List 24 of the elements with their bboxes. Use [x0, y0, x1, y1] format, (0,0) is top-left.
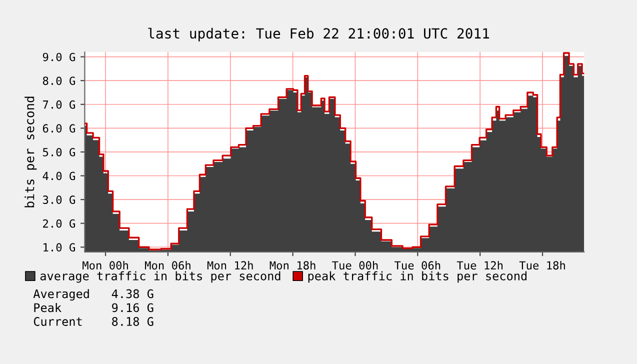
x-tick-label: Mon 06h — [145, 260, 190, 270]
text: Current 8.18 G — [34, 317, 154, 326]
y-tick-label: 4.0 G — [42, 172, 75, 180]
text: Peak 9.16 G — [34, 302, 154, 312]
y-tick-label: 1.0 G — [44, 243, 75, 252]
y-tick-label: 7.0 G — [43, 100, 75, 109]
y-tick-label: 8.0 G — [42, 76, 75, 86]
text: Averaged 4.38 G — [33, 289, 154, 301]
y-axis-title: bits per second — [24, 96, 37, 208]
x-tick-label: Tue 18h — [519, 260, 565, 270]
y-tick-label: 6.0 G — [42, 124, 75, 133]
legend-label: peak traffic in bits per second — [308, 271, 526, 283]
x-tick-label: Tue 06h — [394, 260, 440, 270]
x-tick-label: Mon 12h — [207, 260, 253, 270]
y-tick-label: 5.0 G — [43, 148, 75, 156]
y-tick-label: 2.0 G — [43, 219, 75, 228]
x-tick-label: Tue 12h — [456, 260, 503, 270]
x-tick-label: Mon 18h — [270, 260, 316, 270]
x-tick-label: Tue 00h — [332, 260, 378, 270]
legend-label: average traffic in bits per second — [40, 271, 280, 283]
y-tick-label: 9.0 G — [42, 52, 75, 62]
chart-title: last update: Tue Feb 22 21:00:01 UTC 2011 — [148, 28, 489, 42]
y-tick-label: 3.0 G — [42, 196, 75, 204]
x-tick-label: Mon 00h — [82, 260, 128, 270]
